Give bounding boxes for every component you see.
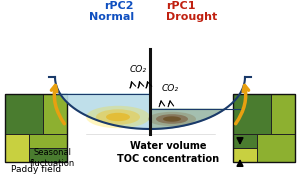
Polygon shape (150, 109, 224, 129)
Bar (233, 94, 271, 134)
Text: TOC concentration: TOC concentration (117, 154, 219, 164)
Bar (233, 134, 257, 148)
Text: Seasonal
fluctuation: Seasonal fluctuation (29, 148, 75, 168)
Ellipse shape (163, 116, 181, 122)
Bar (257, 134, 295, 162)
Bar (271, 94, 295, 134)
Bar (43, 94, 67, 134)
Text: CO₂: CO₂ (161, 84, 178, 93)
Text: rPC2: rPC2 (104, 1, 134, 11)
Bar (5, 94, 43, 134)
Ellipse shape (86, 106, 150, 128)
Bar (233, 94, 295, 162)
Ellipse shape (106, 113, 130, 121)
Text: Water volume: Water volume (130, 141, 206, 151)
Ellipse shape (156, 114, 188, 124)
Text: Normal: Normal (89, 12, 134, 22)
Bar (5, 94, 67, 162)
Ellipse shape (96, 109, 140, 125)
Text: Paddy field: Paddy field (11, 165, 61, 174)
Text: Drought: Drought (166, 12, 217, 22)
Bar (233, 148, 257, 162)
Bar (29, 148, 67, 162)
Text: rPC1: rPC1 (166, 1, 196, 11)
Bar (29, 134, 67, 148)
Text: CO₂: CO₂ (130, 65, 146, 74)
Bar (5, 134, 29, 162)
Polygon shape (60, 94, 150, 129)
Ellipse shape (148, 112, 196, 126)
